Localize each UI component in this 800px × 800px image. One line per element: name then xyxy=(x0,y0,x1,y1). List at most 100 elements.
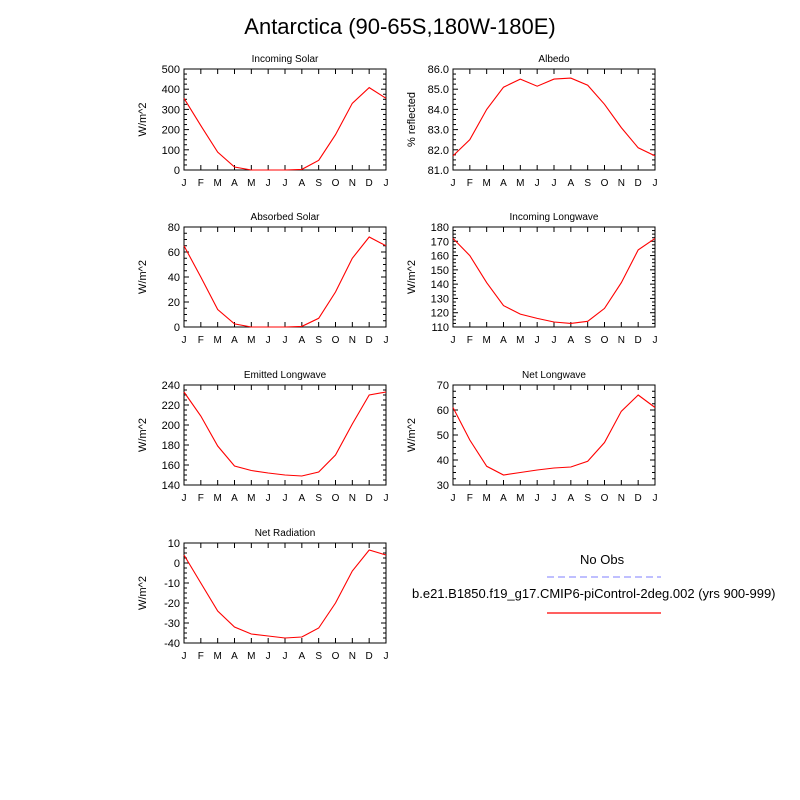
series-line-1 xyxy=(183,549,387,639)
x-tick-label: F xyxy=(467,335,473,346)
y-axis-label: W/m^2 xyxy=(137,260,149,294)
x-tick-label: A xyxy=(231,493,238,504)
y-tick-label: 170 xyxy=(431,236,449,248)
x-tick-label: O xyxy=(601,493,609,504)
panel-title: Albedo xyxy=(538,54,570,65)
x-tick-label: S xyxy=(584,493,591,504)
y-tick-label: 81.0 xyxy=(428,165,449,177)
x-tick-label: A xyxy=(231,651,238,662)
x-tick-label: A xyxy=(567,178,574,189)
x-tick-label: J xyxy=(552,178,557,189)
y-axis-label: W/m^2 xyxy=(137,418,149,452)
x-tick-label: S xyxy=(315,651,322,662)
x-tick-label: J xyxy=(182,178,187,189)
y-tick-label: 300 xyxy=(162,104,180,116)
x-tick-label: J xyxy=(653,178,658,189)
y-tick-label: 140 xyxy=(431,279,449,291)
x-tick-label: A xyxy=(298,335,305,346)
x-tick-label: M xyxy=(482,335,490,346)
y-tick-label: 110 xyxy=(431,322,449,334)
y-tick-label: 220 xyxy=(162,400,180,412)
x-tick-label: D xyxy=(635,178,642,189)
x-tick-label: S xyxy=(584,178,591,189)
panel-title: Absorbed Solar xyxy=(251,212,321,223)
x-tick-label: A xyxy=(298,493,305,504)
x-tick-label: J xyxy=(552,335,557,346)
plot-frame xyxy=(183,226,387,328)
y-tick-label: 0 xyxy=(174,558,180,570)
y-tick-label: 40 xyxy=(437,455,449,467)
x-tick-label: J xyxy=(535,178,540,189)
x-tick-label: D xyxy=(366,178,373,189)
y-axis-label: W/m^2 xyxy=(406,260,418,294)
x-tick-label: J xyxy=(283,493,288,504)
x-tick-label: F xyxy=(467,493,473,504)
x-tick-label: J xyxy=(653,493,658,504)
plot-frame xyxy=(452,384,656,486)
plot-frame xyxy=(183,384,387,486)
y-tick-label: 84.0 xyxy=(428,104,449,116)
x-tick-label: J xyxy=(384,178,389,189)
y-tick-label: 180 xyxy=(431,222,449,234)
panel-5: Emitted Longwave W/m^2 140 160 180 200 220 240 J… xyxy=(137,370,389,504)
x-tick-label: N xyxy=(618,178,625,189)
x-tick-label: J xyxy=(535,335,540,346)
x-tick-label: O xyxy=(601,335,609,346)
panel-4: Incoming Longwave W/m^2 110 120 130 140 150 160… xyxy=(406,212,658,346)
y-tick-label: 200 xyxy=(162,420,180,432)
x-tick-label: J xyxy=(451,335,456,346)
series-line-1 xyxy=(183,236,387,328)
x-tick-label: F xyxy=(467,178,473,189)
x-tick-label: S xyxy=(315,335,322,346)
x-tick-label: O xyxy=(332,335,340,346)
x-tick-label: N xyxy=(349,178,356,189)
y-tick-label: 60 xyxy=(437,405,449,417)
x-tick-label: M xyxy=(213,493,221,504)
x-tick-label: M xyxy=(247,335,255,346)
x-tick-label: O xyxy=(601,178,609,189)
x-tick-label: A xyxy=(298,178,305,189)
y-axis-label: W/m^2 xyxy=(137,576,149,610)
x-tick-label: M xyxy=(482,178,490,189)
panel-title: Emitted Longwave xyxy=(244,370,327,381)
x-tick-label: J xyxy=(283,178,288,189)
y-tick-label: 40 xyxy=(168,272,180,284)
panel-title: Incoming Longwave xyxy=(510,212,599,223)
x-tick-label: J xyxy=(182,335,187,346)
x-tick-label: A xyxy=(231,335,238,346)
y-tick-label: -20 xyxy=(164,598,180,610)
x-tick-label: J xyxy=(266,335,271,346)
y-tick-label: 400 xyxy=(162,84,180,96)
y-tick-label: 85.0 xyxy=(428,84,449,96)
y-tick-label: 240 xyxy=(162,380,180,392)
plot-frame xyxy=(452,68,656,171)
x-tick-label: N xyxy=(349,335,356,346)
x-tick-label: O xyxy=(332,178,340,189)
y-tick-label: 140 xyxy=(162,480,180,492)
x-tick-label: A xyxy=(567,493,574,504)
x-tick-label: O xyxy=(332,493,340,504)
panel-title: Net Longwave xyxy=(522,370,586,381)
x-tick-label: J xyxy=(552,493,557,504)
x-tick-label: J xyxy=(283,335,288,346)
x-tick-label: M xyxy=(516,335,524,346)
x-tick-label: J xyxy=(266,493,271,504)
x-tick-label: J xyxy=(384,651,389,662)
x-tick-label: D xyxy=(635,493,642,504)
series-line-1 xyxy=(452,237,656,324)
x-tick-label: N xyxy=(349,651,356,662)
x-tick-label: D xyxy=(635,335,642,346)
y-tick-label: 160 xyxy=(162,460,180,472)
x-tick-label: J xyxy=(266,178,271,189)
y-tick-label: 70 xyxy=(437,380,449,392)
x-tick-label: F xyxy=(198,178,204,189)
x-tick-label: N xyxy=(349,493,356,504)
y-tick-label: 100 xyxy=(162,145,180,157)
x-tick-label: A xyxy=(500,493,507,504)
x-tick-label: F xyxy=(198,493,204,504)
plot-frame xyxy=(183,542,387,644)
x-tick-label: S xyxy=(584,335,591,346)
x-tick-label: J xyxy=(182,493,187,504)
plot-frame xyxy=(183,68,387,171)
